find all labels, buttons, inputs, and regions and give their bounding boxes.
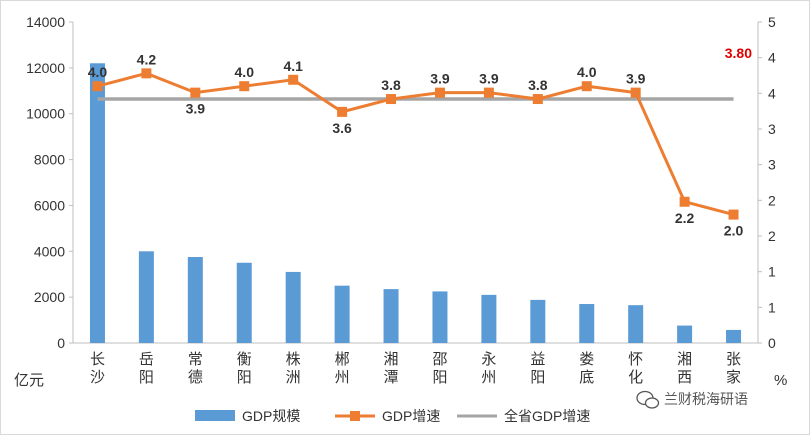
growth-data-label: 4.0 [235,64,255,80]
growth-point [92,81,103,92]
growth-point [630,87,641,98]
growth-data-label: 3.8 [528,77,548,93]
growth-data-label: 3.9 [430,71,450,87]
legend-marker-gdp-growth [350,411,360,421]
growth-line-series: 4.0 4.2 3.9 4.0 4.1 3.6 3.8 3.9 3.9 3.8 4.0 3.9 2.2 2… [88,51,744,238]
right-tick-label: 3 [768,121,776,137]
bar [579,304,595,343]
bar [285,271,301,343]
bar [628,305,644,343]
right-axis-label: % [774,372,787,389]
growth-data-label: 4.1 [283,58,303,74]
legend-label-gdp-growth: GDP增速 [382,408,440,424]
bar [334,285,350,343]
category-label: 邵阳 [432,351,447,386]
legend-label-gdp-size: GDP规模 [242,408,300,424]
left-axis-label: 亿元 [14,372,44,389]
left-tick-label: 4000 [34,243,65,259]
left-tick-label: 14000 [26,14,65,30]
category-label: 湘潭 [384,351,399,386]
province-average-label: 3.80 [725,45,752,61]
right-tick-label: 1 [768,299,776,315]
left-tick-label: 12000 [26,60,65,76]
growth-point [532,94,543,105]
watermark: 兰财税海研语 [636,390,748,409]
category-label: 怀化 [628,351,643,386]
category-label: 株洲 [286,351,301,386]
growth-point [483,87,494,98]
province-average-line: 3.80 [97,45,752,101]
growth-point [679,196,690,207]
bar [89,63,105,344]
bar [187,257,203,343]
right-tick-label: 3 [768,157,776,173]
right-tick-label: 0 [768,335,776,351]
category-label: 益阳 [530,351,545,386]
left-tick-label: 6000 [34,197,65,213]
growth-data-label: 2.0 [724,223,744,239]
growth-data-label: 3.9 [479,71,499,87]
growth-point [581,81,592,92]
left-tick-label: 8000 [34,152,65,168]
category-label: 长沙 [90,351,105,386]
growth-data-label: 3.8 [381,77,401,93]
growth-point [386,94,397,105]
category-label: 郴州 [335,351,350,386]
category-label: 湘西 [677,351,692,386]
growth-data-label: 4.0 [88,64,108,80]
left-axis-ticks: 0 2000 4000 6000 8000 10000 12000 14000 [26,14,73,351]
watermark-text: 兰财税海研语 [664,391,748,407]
left-tick-label: 10000 [26,106,65,122]
legend: GDP规模 GDP增速 全省GDP增速 [195,408,590,424]
bar [383,289,399,343]
bar [138,251,154,343]
bar [530,299,546,343]
wechat-icon [636,390,660,409]
legend-swatch-gdp-size [195,410,235,421]
right-axis-ticks: 0 1 1 2 2 3 3 4 4 5 [758,14,776,351]
bar [432,291,448,343]
right-tick-label: 2 [768,192,776,208]
growth-line [97,71,734,217]
bar [677,325,693,343]
left-tick-label: 0 [57,335,65,351]
category-label: 常德 [188,351,203,386]
right-tick-label: 2 [768,228,776,244]
growth-data-label: 3.9 [626,71,646,87]
growth-point [434,87,445,98]
bar-series [89,63,742,344]
left-tick-label: 2000 [34,289,65,305]
axes [72,22,759,344]
growth-data-label: 4.2 [137,51,157,67]
growth-point [141,68,152,79]
growth-data-label: 4.0 [577,64,597,80]
growth-point [190,87,201,98]
right-tick-label: 4 [768,50,776,66]
bar [236,262,252,343]
growth-point [239,81,250,92]
right-tick-label: 5 [768,14,776,30]
category-label: 岳阳 [139,351,154,386]
growth-data-label: 3.9 [186,101,206,117]
bar [726,329,742,343]
growth-point [337,106,348,117]
growth-point [728,209,739,220]
growth-data-label: 3.6 [332,120,352,136]
bar [481,294,497,343]
category-label: 张家 [726,351,741,386]
category-label: 娄底 [579,351,594,386]
growth-point [288,74,299,85]
right-tick-label: 1 [768,264,776,280]
category-label: 衡阳 [237,351,252,386]
legend-label-province-growth: 全省GDP增速 [504,408,590,424]
category-label: 永州 [481,351,496,386]
right-tick-label: 4 [768,85,776,101]
growth-data-label: 2.2 [675,210,695,226]
